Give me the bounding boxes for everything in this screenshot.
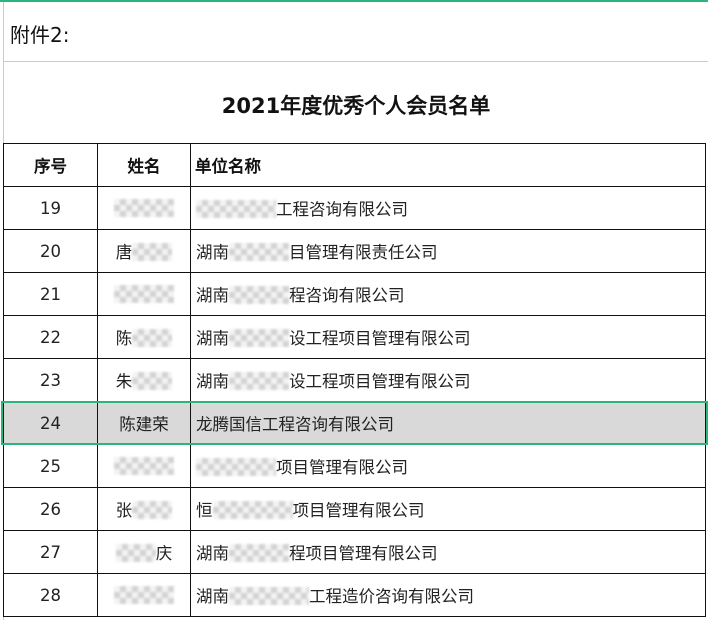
redacted-text	[212, 501, 293, 519]
company-cell[interactable]: 龙腾国信工程咨询有限公司	[190, 401, 706, 445]
name-text: 陈	[115, 329, 133, 348]
company-cell[interactable]: 湖南 设工程项目管理有限公司	[190, 315, 706, 359]
redacted-name	[114, 585, 174, 604]
company-cell[interactable]: 湖南 程项目管理有限公司	[190, 530, 706, 574]
index-cell[interactable]: 23	[3, 358, 98, 402]
name-cell[interactable]	[97, 186, 191, 230]
title-cell[interactable]: 2021年度优秀个人会员名单	[3, 62, 708, 143]
redacted-text	[196, 458, 276, 476]
company-cell[interactable]: 湖南 程咨询有限公司	[190, 272, 706, 316]
redacted-text	[229, 544, 289, 562]
name-cell[interactable]: 唐	[97, 229, 191, 273]
table-row: 20 唐 湖南 目管理有限责任公司	[3, 229, 706, 273]
index-cell[interactable]: 25	[3, 444, 98, 488]
name-text: 朱	[115, 372, 133, 391]
name-cell[interactable]	[97, 272, 191, 316]
company-text: 湖南	[196, 286, 229, 305]
redacted-name	[114, 198, 174, 217]
sheet-title: 2021年度优秀个人会员名单	[221, 94, 491, 118]
company-cell[interactable]: 工程咨询有限公司	[190, 186, 706, 230]
company-text: 湖南	[196, 329, 229, 348]
company-cell[interactable]: 湖南 目管理有限责任公司	[190, 229, 706, 273]
index-cell[interactable]: 26	[3, 487, 98, 531]
name-cell[interactable]	[97, 444, 191, 488]
index-cell[interactable]: 24	[3, 401, 98, 445]
selection-top-edge	[0, 0, 708, 2]
company-text: 湖南	[196, 544, 229, 563]
redacted-text	[229, 372, 289, 390]
name-text: 唐	[115, 243, 133, 262]
header-row: 序号 姓名 单位名称	[3, 143, 706, 187]
table-row: 22 陈 湖南 设工程项目管理有限公司	[3, 315, 706, 359]
company-text: 工程咨询有限公司	[276, 200, 408, 219]
redacted-name	[132, 329, 173, 347]
company-text: 程项目管理有限公司	[289, 544, 438, 563]
name-cell[interactable]: 庆	[97, 530, 191, 574]
index-cell[interactable]: 22	[3, 315, 98, 359]
company-text: 设工程项目管理有限公司	[289, 372, 471, 391]
table-row: 19 工程咨询有限公司	[3, 186, 706, 230]
company-text: 湖南	[196, 372, 229, 391]
redacted-name	[132, 243, 173, 261]
company-cell[interactable]: 湖南 工程造价咨询有限公司	[190, 573, 706, 617]
company-text: 项目管理有限公司	[292, 501, 425, 520]
company-text: 湖南	[196, 243, 229, 262]
redacted-text	[229, 243, 289, 261]
redacted-text	[196, 200, 276, 218]
redacted-name	[132, 501, 173, 519]
name-cell[interactable]: 朱	[97, 358, 191, 402]
header-name[interactable]: 姓名	[97, 143, 191, 187]
attachment-cell[interactable]: 附件2:	[3, 2, 708, 62]
name-cell[interactable]: 陈建荣	[97, 401, 191, 445]
name-cell[interactable]: 陈	[97, 315, 191, 359]
redacted-name	[132, 372, 173, 390]
company-cell[interactable]: 项目管理有限公司	[190, 444, 706, 488]
index-cell[interactable]: 20	[3, 229, 98, 273]
company-text: 恒	[196, 501, 213, 520]
table-row: 28 湖南 工程造价咨询有限公司	[3, 573, 706, 617]
index-cell[interactable]: 21	[3, 272, 98, 316]
table-row-selected: 24 陈建荣 龙腾国信工程咨询有限公司	[3, 401, 706, 445]
table-row: 27 庆 湖南 程项目管理有限公司	[3, 530, 706, 574]
name-text: 张	[115, 501, 133, 520]
company-text: 程咨询有限公司	[289, 286, 405, 305]
redacted-name	[114, 456, 174, 475]
table-row: 26 张 恒 项目管理有限公司	[3, 487, 706, 531]
index-cell[interactable]: 19	[3, 186, 98, 230]
table-row: 23 朱 湖南 设工程项目管理有限公司	[3, 358, 706, 402]
name-cell[interactable]	[97, 573, 191, 617]
member-table: 序号 姓名 单位名称 19 工程咨询有限公司 20 唐 湖南 目管理有限责任公司 …	[3, 143, 706, 617]
name-text: 庆	[155, 544, 173, 563]
redacted-text	[229, 587, 309, 605]
attachment-label: 附件2:	[10, 23, 70, 47]
index-cell[interactable]: 27	[3, 530, 98, 574]
redacted-text	[229, 329, 289, 347]
company-text: 湖南	[196, 587, 229, 606]
table-row: 25 项目管理有限公司	[3, 444, 706, 488]
redacted-text	[229, 286, 289, 304]
name-cell[interactable]: 张	[97, 487, 191, 531]
table-row: 21 湖南 程咨询有限公司	[3, 272, 706, 316]
company-text: 项目管理有限公司	[276, 458, 408, 477]
company-cell[interactable]: 恒 项目管理有限公司	[190, 487, 706, 531]
company-text: 目管理有限责任公司	[289, 243, 438, 262]
index-cell[interactable]: 28	[3, 573, 98, 617]
company-cell[interactable]: 湖南 设工程项目管理有限公司	[190, 358, 706, 402]
company-text: 设工程项目管理有限公司	[289, 329, 471, 348]
company-text: 工程造价咨询有限公司	[309, 587, 474, 606]
header-company[interactable]: 单位名称	[190, 143, 706, 187]
redacted-name	[114, 284, 174, 303]
header-index[interactable]: 序号	[3, 143, 98, 187]
redacted-name	[115, 544, 156, 562]
